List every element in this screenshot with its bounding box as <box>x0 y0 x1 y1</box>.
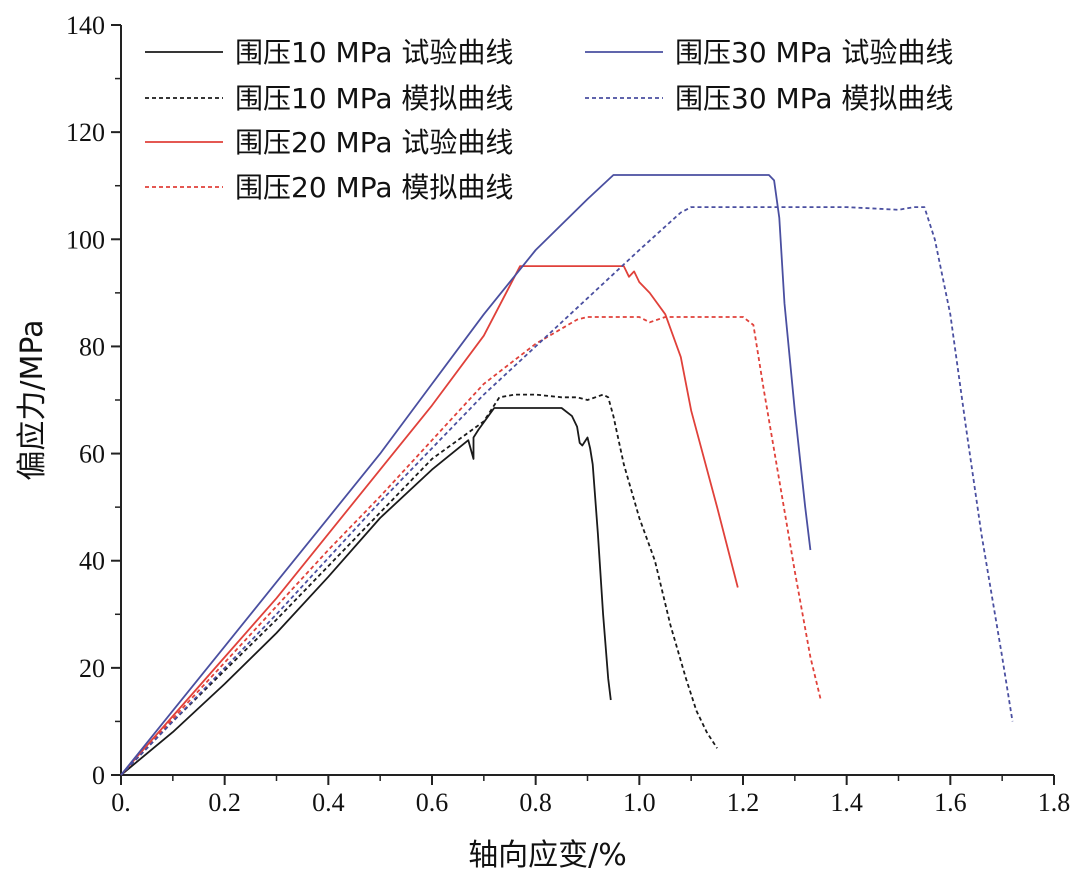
legend-label-2: 围压10 MPa 模拟曲线 <box>235 82 513 115</box>
x-tick-label: 0.8 <box>519 788 552 817</box>
x-axis-title: 轴向应变/% <box>468 838 627 873</box>
x-tick-label: 0.2 <box>208 788 241 817</box>
series-line-4 <box>120 316 822 776</box>
y-axis-title: 偏应力/MPa <box>15 319 50 480</box>
y-tick-label: 140 <box>66 11 105 40</box>
y-tick-label: 40 <box>79 547 105 576</box>
legend-label-1: 围压10 MPa 试验曲线 <box>235 36 513 69</box>
series-line-5 <box>120 174 812 776</box>
y-tick-label: 100 <box>66 225 105 254</box>
x-tick-label: 0. <box>111 788 131 817</box>
legend-label-5: 围压30 MPa 试验曲线 <box>675 36 953 69</box>
y-tick-label: 60 <box>79 440 105 469</box>
x-tick-label: 1.6 <box>934 788 967 817</box>
y-tick-label: 80 <box>79 332 105 361</box>
x-tick-label: 1.4 <box>830 788 863 817</box>
x-tick-label: 0.4 <box>312 788 345 817</box>
legend-label-4: 围压20 MPa 模拟曲线 <box>235 171 513 204</box>
legend-label-3: 围压20 MPa 试验曲线 <box>235 126 513 159</box>
series-line-1 <box>120 407 612 776</box>
x-tick-label: 1.0 <box>623 788 656 817</box>
x-tick-label: 1.8 <box>1038 788 1071 817</box>
series-line-2 <box>120 393 718 776</box>
legend-label-6: 围压30 MPa 模拟曲线 <box>675 82 953 115</box>
series-line-3 <box>120 265 739 776</box>
y-tick-label: 20 <box>79 654 105 683</box>
y-tick-label: 120 <box>66 118 105 147</box>
x-tick-label: 1.2 <box>727 788 760 817</box>
chart-frame <box>111 24 1055 785</box>
series-group <box>120 174 1014 776</box>
tick-labels: 0. 0.2 0.4 0.6 0.8 1.0 1.2 1.4 1.6 1.8 0 20 40 60 80 10… <box>66 11 1070 817</box>
series-line-6 <box>120 206 1014 776</box>
x-tick-label: 0.6 <box>416 788 449 817</box>
y-tick-label: 0 <box>92 761 105 790</box>
